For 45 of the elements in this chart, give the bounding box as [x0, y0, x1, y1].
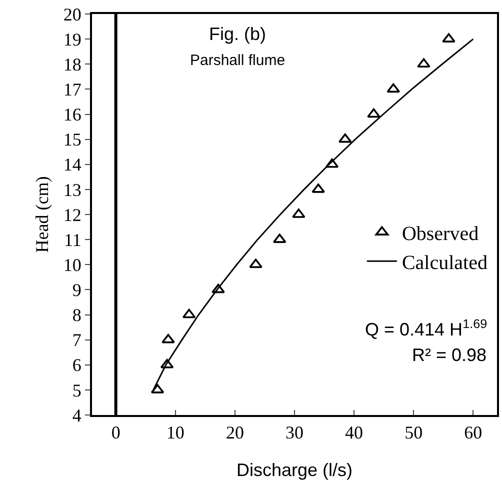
- annotation: Parshall flume: [190, 52, 286, 69]
- y-tick-label: 10: [63, 254, 82, 275]
- point: [367, 108, 380, 118]
- y-tick-label: 16: [63, 104, 82, 125]
- point: [325, 158, 339, 168]
- point: [162, 334, 175, 344]
- y-tick-label: 4: [72, 405, 82, 426]
- point: [292, 208, 306, 218]
- point: [338, 133, 352, 143]
- annotation: R² = 0.98: [412, 345, 487, 365]
- y-tick-label: 5: [72, 380, 82, 400]
- x-tick-label: 20: [226, 422, 244, 443]
- y-tick-label: 9: [72, 280, 82, 300]
- y-tick-label: 18: [63, 54, 82, 74]
- y-tick-label: 20: [63, 4, 82, 24]
- y-tick-label: 17: [63, 79, 82, 100]
- point: [417, 58, 430, 68]
- y-tick-label: 15: [63, 130, 82, 150]
- annotation: Fig. (b): [209, 24, 266, 44]
- x-tick-label: 10: [166, 422, 184, 443]
- annotation: Q = 0.414 H$^{1.69}$: [365, 317, 488, 340]
- y-tick-label: 14: [63, 154, 82, 175]
- x-axis-title: Discharge (l/s): [236, 460, 353, 480]
- point: [386, 83, 400, 93]
- y-tick-label: 11: [64, 230, 82, 250]
- x-tick-label: 60: [464, 422, 482, 443]
- point: [160, 358, 174, 368]
- y-axis-title: Head (cm): [32, 176, 52, 253]
- point: [312, 184, 325, 193]
- x-tick-label: 40: [345, 422, 364, 443]
- point: [249, 258, 262, 268]
- y-tick-label: 12: [63, 204, 82, 225]
- point: [442, 33, 456, 42]
- point: [212, 284, 225, 294]
- x-tick-label: 30: [286, 422, 304, 443]
- y-tick-label: 8: [72, 305, 82, 326]
- y-tick-label: 6: [72, 355, 82, 376]
- legend-label: Observed: [402, 222, 479, 245]
- x-tick-label: 50: [404, 422, 423, 443]
- legend-label: Calculated: [402, 252, 488, 274]
- x-tick-label: 0: [111, 422, 120, 443]
- y-tick-label: 19: [63, 29, 82, 50]
- y-tick-label: 13: [63, 180, 82, 200]
- y-tick-label: 7: [72, 330, 82, 350]
- point: [182, 308, 196, 318]
